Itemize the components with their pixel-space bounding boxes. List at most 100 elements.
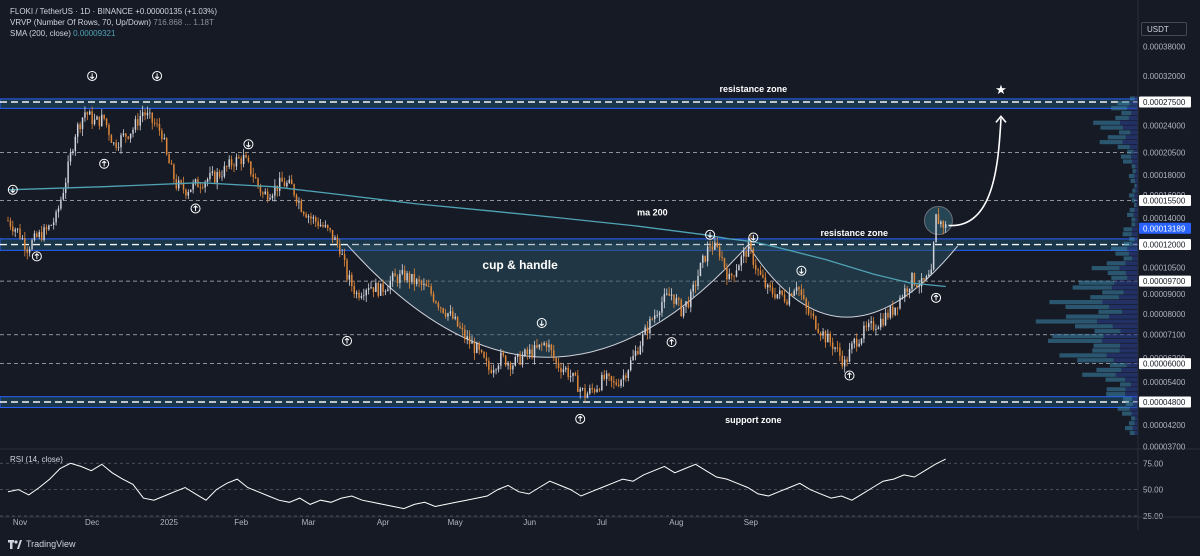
price-axis[interactable]: 0.00038000 0.00032000 0.00027500 0.00024000… <box>0 0 1200 530</box>
vrvp-down-bar-3 <box>1135 416 1138 421</box>
zone-band-0 <box>0 98 1138 109</box>
candle-body-206 <box>502 352 505 356</box>
candle-body-167 <box>408 273 411 283</box>
candle-body-55 <box>139 115 141 126</box>
candle-body-308 <box>747 240 750 257</box>
vrvp-down-bar-59 <box>1129 144 1138 150</box>
candle-body-135 <box>331 229 334 240</box>
vrvp-down-bar-46 <box>1134 207 1138 213</box>
candle-body-277 <box>673 294 675 304</box>
candle-body-242 <box>589 387 591 394</box>
candle-body-99 <box>245 155 247 158</box>
candle-body-103 <box>254 176 257 179</box>
candle-body-272 <box>661 302 663 313</box>
candle-body-228 <box>555 358 557 363</box>
candle-body-113 <box>278 177 281 191</box>
candle-body-267 <box>649 318 651 334</box>
candle-body-78 <box>194 179 197 183</box>
vrvp-up-bar-53 <box>1128 173 1135 179</box>
arrow-up-icon-3 <box>99 158 110 169</box>
candle-body-199 <box>485 357 488 361</box>
candle-body-74 <box>185 189 187 196</box>
candle-body-273 <box>663 293 666 303</box>
candle-body-283 <box>687 301 690 308</box>
candle-body-223 <box>543 343 545 345</box>
vrvp-down-bar-30 <box>1111 285 1138 290</box>
rsi-line <box>7 458 946 510</box>
candle-body-245 <box>596 389 598 392</box>
tradingview-logo[interactable]: TradingView <box>8 539 76 549</box>
currency-selector[interactable]: USDT <box>1141 22 1187 36</box>
symbol-row[interactable]: FLOKI / TetherUS · 1D · BINANCE +0.00000… <box>10 6 217 17</box>
candle-body-307 <box>745 250 747 257</box>
handle-curve <box>748 245 959 318</box>
candle-body-14 <box>40 232 43 241</box>
vrvp-up-bar-20 <box>1052 333 1104 339</box>
rsi-legend[interactable]: RSI (14, close) <box>10 455 63 464</box>
candle-body-224 <box>545 343 548 348</box>
arrow-glyph-10 <box>669 338 674 345</box>
vrvp-down-bar-5 <box>1129 406 1138 411</box>
candle-body-322 <box>781 290 783 295</box>
candle-body-12 <box>36 233 38 237</box>
candle-body-249 <box>605 373 608 379</box>
arrow-up-icon-15 <box>931 292 942 303</box>
horizontal-levels <box>0 101 1138 403</box>
time-tick-5: Apr <box>377 518 390 527</box>
candle-body-189 <box>461 327 464 330</box>
vrvp-up-bar-4 <box>1122 411 1132 416</box>
brand-name: TradingView <box>26 539 76 549</box>
vrvp-down-bar-41 <box>1131 232 1138 237</box>
candle-body-251 <box>610 376 613 382</box>
vrvp-up-bar-31 <box>1078 280 1115 285</box>
candle-body-333 <box>807 307 810 314</box>
candle-body-126 <box>310 216 312 219</box>
chart-legend: FLOKI / TetherUS · 1D · BINANCE +0.00000… <box>10 6 217 39</box>
candle-body-254 <box>617 384 620 386</box>
candle-body-155 <box>379 283 382 296</box>
candle-body-30 <box>79 124 81 130</box>
candle-body-334 <box>810 313 812 315</box>
candle-body-312 <box>757 269 759 271</box>
candle-body-379 <box>918 286 920 288</box>
candle-body-1 <box>9 220 12 227</box>
candle-body-330 <box>800 289 803 296</box>
candle-body-193 <box>471 341 473 344</box>
price-tag-bg-12 <box>1139 275 1191 287</box>
candle-body-235 <box>572 372 574 377</box>
candle-body-19 <box>52 222 55 226</box>
time-axis[interactable]: Nov Dec 2025 Feb Mar Apr May Jun Jul Aug Sep <box>0 516 1200 527</box>
candle-body-28 <box>74 136 77 152</box>
candle-body-122 <box>300 200 303 212</box>
candle-body-315 <box>764 277 767 288</box>
candle-body-208 <box>507 362 509 366</box>
candle-body-161 <box>394 273 396 277</box>
projection-arrow <box>948 118 1002 227</box>
vrvp-row[interactable]: VRVP (Number Of Rows, 70, Up/Down) 716.8… <box>10 17 217 28</box>
candle-body-134 <box>329 228 331 230</box>
candle-body-247 <box>601 374 603 391</box>
vrvp-up-bar-21 <box>1094 329 1121 334</box>
candle-body-186 <box>454 316 456 319</box>
candle-body-65 <box>163 138 166 139</box>
candle-body-124 <box>305 214 307 218</box>
vrvp-up-bar-23 <box>1035 319 1098 324</box>
candle-body-159 <box>389 280 392 290</box>
annotation-resistance-top: resistance zone <box>720 84 788 94</box>
candle-body-145 <box>355 292 358 295</box>
sma-row[interactable]: SMA (200, close) 0.00009321 <box>10 28 217 39</box>
candle-body-211 <box>514 356 517 366</box>
vrvp-down-bar-68 <box>1129 101 1138 106</box>
candle-body-57 <box>144 112 146 116</box>
candle-body-156 <box>382 283 384 292</box>
candle-body-304 <box>738 265 740 271</box>
candle-body-129 <box>317 221 319 227</box>
candle-body-215 <box>524 349 526 356</box>
candle-body-192 <box>468 336 471 344</box>
vrvp-down-bar-27 <box>1102 299 1138 305</box>
candle-body-82 <box>204 181 206 188</box>
vrvp-up-bar-7 <box>1123 396 1133 402</box>
vrvp-down-bar-61 <box>1125 135 1138 140</box>
candle-body-232 <box>565 367 567 370</box>
